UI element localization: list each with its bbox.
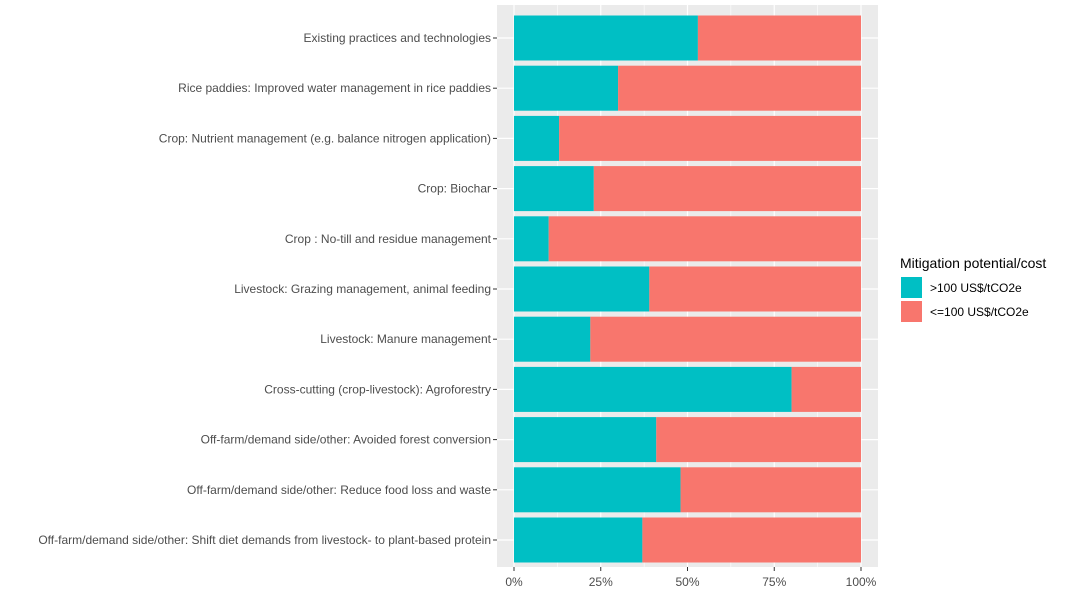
legend-key-swatch	[901, 277, 922, 298]
bar-segment-at-or-below-100	[642, 517, 861, 563]
bar-segment-above-100	[514, 366, 792, 412]
x-tick-label: 50%	[675, 575, 699, 589]
category-label: Off-farm/demand side/other: Shift diet d…	[38, 533, 491, 547]
bar-segment-at-or-below-100	[618, 65, 861, 111]
bar-segment-at-or-below-100	[593, 166, 861, 212]
bar-segment-at-or-below-100	[697, 15, 861, 61]
bar-segment-at-or-below-100	[559, 115, 861, 161]
bar-segment-at-or-below-100	[649, 266, 861, 312]
category-label: Existing practices and technologies	[304, 31, 491, 45]
bar-segment-at-or-below-100	[548, 216, 861, 262]
category-label: Off-farm/demand side/other: Avoided fore…	[201, 433, 491, 447]
bar-segment-at-or-below-100	[680, 467, 861, 513]
y-axis-labels: Existing practices and technologies Rice …	[38, 31, 497, 547]
bar-segment-above-100	[514, 417, 657, 463]
x-tick-label: 100%	[846, 575, 877, 589]
category-label: Crop: Biochar	[418, 182, 491, 196]
bars	[514, 15, 861, 563]
bar-segment-above-100	[514, 15, 698, 61]
legend-key-swatch	[901, 301, 922, 322]
x-tick-label: 0%	[505, 575, 523, 589]
legend-key-label: <=100 US$/tCO2e	[930, 305, 1029, 319]
bar-segment-at-or-below-100	[656, 417, 861, 463]
bar-segment-above-100	[514, 65, 619, 111]
legend: Mitigation potential/cost >100 US$/tCO2e…	[900, 255, 1046, 322]
bar-segment-above-100	[514, 216, 549, 262]
bar-segment-above-100	[514, 467, 681, 513]
category-label: Crop : No-till and residue management	[285, 232, 492, 246]
x-tick-label: 25%	[589, 575, 613, 589]
category-label: Crop: Nutrient management (e.g. balance …	[159, 131, 491, 145]
bar-segment-above-100	[514, 517, 643, 563]
category-label: Off-farm/demand side/other: Reduce food …	[187, 483, 491, 497]
legend-items: >100 US$/tCO2e <=100 US$/tCO2e	[901, 277, 1029, 322]
bar-segment-above-100	[514, 266, 650, 312]
category-label: Cross-cutting (crop-livestock): Agrofore…	[264, 382, 491, 396]
category-label: Livestock: Grazing management, animal fe…	[234, 282, 491, 296]
legend-title: Mitigation potential/cost	[900, 255, 1046, 271]
bar-segment-at-or-below-100	[590, 316, 861, 362]
legend-key-label: >100 US$/tCO2e	[930, 281, 1022, 295]
bar-segment-above-100	[514, 166, 594, 212]
x-tick-label: 75%	[762, 575, 786, 589]
bar-segment-at-or-below-100	[791, 366, 861, 412]
category-label: Livestock: Manure management	[320, 332, 491, 346]
bar-segment-above-100	[514, 316, 591, 362]
x-axis-ticks: 0% 25% 50% 75% 100%	[505, 567, 877, 589]
category-label: Rice paddies: Improved water management …	[178, 81, 491, 95]
bar-segment-above-100	[514, 115, 560, 161]
